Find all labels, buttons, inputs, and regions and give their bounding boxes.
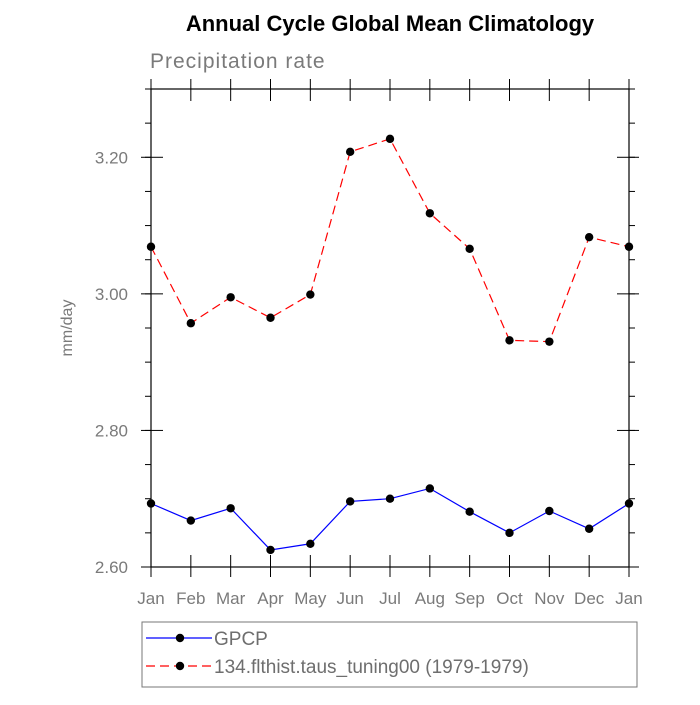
x-tick-label: Jun xyxy=(336,589,363,608)
data-point xyxy=(266,545,275,555)
data-point xyxy=(146,499,156,508)
data-point xyxy=(226,293,235,302)
data-point xyxy=(186,516,196,525)
y-tick-label: 2.60 xyxy=(95,558,128,577)
data-point xyxy=(226,504,235,513)
data-point xyxy=(425,484,435,493)
chart-subtitle: Precipitation rate xyxy=(150,50,326,73)
x-tick-label: Mar xyxy=(216,589,246,608)
data-point xyxy=(505,528,514,538)
data-point xyxy=(266,313,275,322)
data-point xyxy=(306,539,315,548)
data-point xyxy=(345,147,355,157)
series-layer xyxy=(146,134,634,555)
y-tick-label: 3.00 xyxy=(95,285,128,304)
y-tick-label: 2.80 xyxy=(95,421,128,440)
x-tick-label: Nov xyxy=(534,589,565,608)
data-point xyxy=(465,244,474,253)
x-tick-label: Dec xyxy=(574,589,605,608)
x-tick-label: Feb xyxy=(176,589,205,608)
legend-marker-0 xyxy=(175,633,185,643)
y-axis-label: mm/day xyxy=(59,300,76,357)
legend: GPCP 134.flthist.taus_tuning00 (1979-1979… xyxy=(146,629,529,678)
data-point xyxy=(545,337,554,346)
data-point xyxy=(545,506,554,516)
series-line-1 xyxy=(150,138,630,343)
chart-title: Annual Cycle Global Mean Climatology xyxy=(186,11,595,36)
data-point xyxy=(425,209,435,218)
data-point xyxy=(465,507,474,516)
x-tick-label: Apr xyxy=(257,589,284,608)
x-tick-label: May xyxy=(294,589,327,608)
legend-box xyxy=(141,621,638,688)
x-tick-label: Jan xyxy=(137,589,164,608)
ticks-layer: Jan Feb Mar Apr May Jun Jul Aug Sep Oct Nov Dec Jan 2… xyxy=(95,79,643,608)
x-tick-label: Jul xyxy=(379,589,401,608)
data-point xyxy=(146,242,156,251)
data-point xyxy=(584,232,594,242)
legend-label-0: GPCP xyxy=(214,629,268,650)
data-point xyxy=(624,499,634,508)
data-point xyxy=(186,319,196,328)
legend-marker-1 xyxy=(175,661,185,671)
x-tick-label: Sep xyxy=(455,589,485,608)
data-point xyxy=(345,497,355,506)
data-point xyxy=(306,290,315,299)
y-tick-label: 3.20 xyxy=(95,148,128,167)
data-point xyxy=(505,336,514,345)
data-point xyxy=(624,242,634,251)
x-tick-label: Oct xyxy=(496,589,523,608)
data-point xyxy=(584,524,594,533)
legend-label-1: 134.flthist.taus_tuning00 (1979-1979) xyxy=(214,657,529,678)
data-point xyxy=(385,494,395,503)
data-point xyxy=(385,134,395,144)
x-tick-label: Aug xyxy=(415,589,445,608)
x-tick-label: Jan xyxy=(615,589,642,608)
